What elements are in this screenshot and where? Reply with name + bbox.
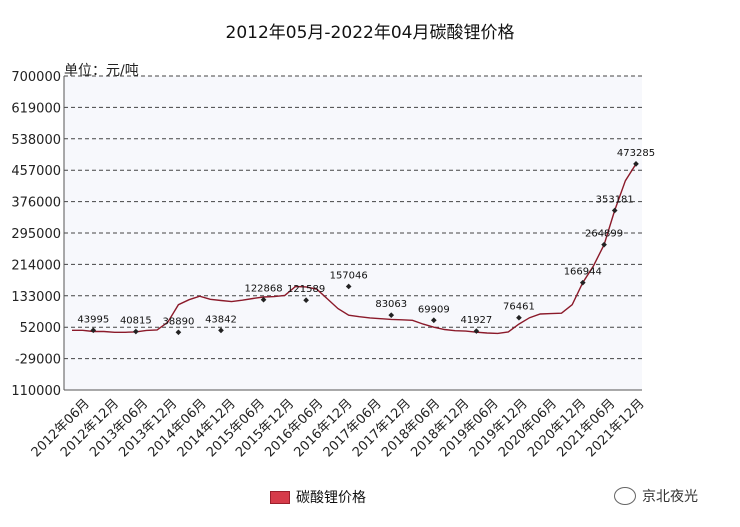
data-point (430, 317, 437, 324)
data-point (218, 327, 224, 334)
data-label: 353181 (596, 194, 634, 205)
data-label: 157046 (330, 270, 368, 281)
data-point (579, 279, 586, 286)
data-point (90, 327, 97, 334)
y-tick-label: 376000 (11, 196, 61, 211)
data-point (345, 283, 352, 290)
y-tick-label: -29000 (15, 353, 61, 368)
data-point (473, 328, 480, 334)
legend-label: 碳酸锂价格 (296, 490, 366, 506)
y-tick-label: 538000 (11, 133, 61, 148)
y-tick-label: 295000 (11, 227, 61, 242)
data-label: 43842 (205, 314, 237, 325)
data-label: 264899 (585, 229, 623, 240)
series-layer (72, 161, 639, 336)
y-tick-label: 52000 (20, 321, 61, 336)
grid-layer (64, 75, 642, 391)
data-point (516, 314, 522, 321)
data-point (633, 161, 639, 167)
y-tick-label: 133000 (11, 290, 61, 305)
data-point (260, 296, 267, 303)
data-point (388, 312, 395, 318)
watermark-text: 京北夜光 (642, 489, 698, 505)
data-point (303, 297, 309, 304)
y-tick-label: 700000 (11, 70, 61, 85)
data-label: 69909 (418, 304, 450, 315)
label-layer: 43995 40815 38890 43842 122868 121589 157046 83… (77, 148, 655, 327)
data-label: 473285 (617, 148, 655, 159)
y-tick-label: 619000 (11, 101, 61, 116)
chart-title: 2012年05月-2022年04月碳酸锂价格 (225, 23, 515, 43)
data-label: 83063 (375, 299, 407, 310)
data-label: 166944 (564, 267, 602, 278)
legend: 碳酸锂价格 (270, 487, 366, 507)
data-label: 41927 (460, 315, 492, 326)
y-tick-label: 110000 (11, 384, 61, 399)
data-label: 40815 (120, 316, 152, 327)
data-point (601, 241, 607, 248)
data-point (611, 207, 618, 214)
data-point (133, 328, 139, 335)
data-label: 76461 (503, 302, 535, 313)
y-tick-label: 457000 (11, 164, 61, 179)
legend-swatch (270, 490, 290, 504)
data-label: 122868 (244, 284, 282, 295)
y-tick-label: 214000 (11, 258, 61, 273)
data-label: 121589 (287, 284, 325, 295)
data-point (175, 329, 182, 336)
watermark: 京北夜光 (614, 486, 698, 506)
data-label: 38890 (163, 316, 195, 327)
wechat-icon (614, 487, 636, 505)
unit-label: 单位：元/吨 (64, 63, 139, 79)
series-line (72, 163, 637, 335)
data-label: 43995 (77, 314, 109, 325)
